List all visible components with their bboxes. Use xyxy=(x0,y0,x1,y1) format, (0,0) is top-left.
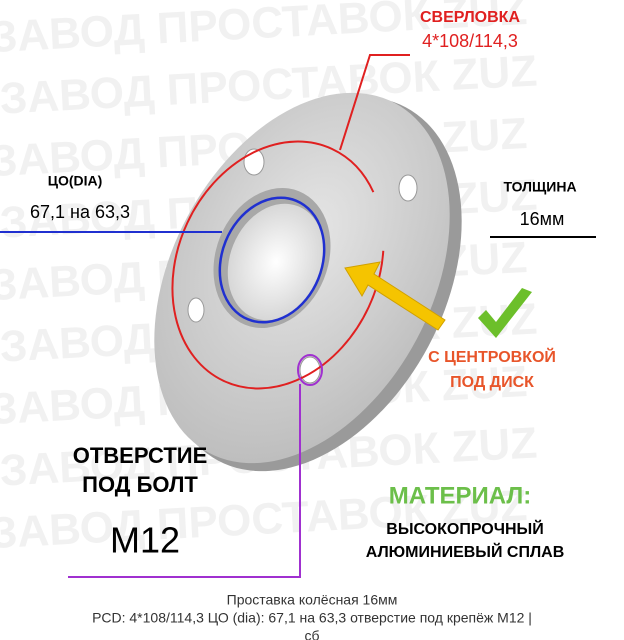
drilling-value: 4*108/114,3 xyxy=(422,31,518,51)
thickness-label: ТОЛЩИНА xyxy=(503,179,576,195)
bore-label: ЦО(DIA) xyxy=(48,173,103,189)
centering-line2: ПОД ДИСК xyxy=(450,374,534,391)
bore-value: 67,1 на 63,3 xyxy=(30,202,130,222)
centering-arrow xyxy=(344,261,446,331)
material-line1: ВЫСОКОПРОЧНЫЙ xyxy=(386,519,543,538)
check-icon xyxy=(478,288,532,338)
caption-line1: PCD: 4*108/114,3 ЦО (dia): 67,1 на 63,3 … xyxy=(92,610,532,626)
material-label: МАТЕРИАЛ: xyxy=(389,482,532,509)
disc xyxy=(154,92,462,472)
material-line2: АЛЮМИНИЕВЫЙ СПЛАВ xyxy=(366,542,565,561)
drilling-pointer xyxy=(339,54,410,151)
drilling-label: СВЕРЛОВКА xyxy=(420,9,520,26)
bolt-value: М12 xyxy=(110,520,180,561)
centering-line1: С ЦЕНТРОВКОЙ xyxy=(428,347,556,366)
bolt-line1: ОТВЕРСТИЕ xyxy=(73,443,208,468)
thickness-value: 16мм xyxy=(520,209,565,229)
bolt-line2: ПОД БОЛТ xyxy=(82,472,198,497)
caption-line2: сб xyxy=(304,628,319,640)
caption-title: Проставка колёсная 16мм xyxy=(227,592,398,608)
bolt-pointer xyxy=(68,384,301,578)
